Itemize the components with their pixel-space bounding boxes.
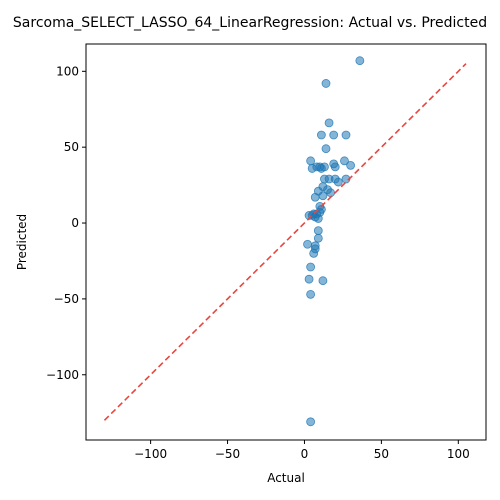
data-point-38	[314, 234, 322, 242]
y-tick-label: 0	[71, 216, 79, 230]
data-point-1	[322, 79, 330, 87]
data-point-37	[314, 227, 322, 235]
data-point-46	[307, 290, 315, 298]
data-point-10	[347, 161, 355, 169]
data-point-44	[305, 275, 313, 283]
x-axis: −100 −50 0 50 100	[134, 440, 470, 461]
x-tick-label: −100	[134, 447, 167, 461]
data-point-47	[307, 418, 315, 426]
data-point-14	[331, 163, 339, 171]
data-point-27	[311, 193, 319, 201]
x-tick-label: −50	[215, 447, 240, 461]
y-tick-label: −50	[54, 292, 79, 306]
data-point-15	[308, 164, 316, 172]
data-point-25	[327, 189, 335, 197]
data-point-21	[334, 178, 342, 186]
y-axis: −100 −50 0 50 100	[46, 64, 86, 381]
data-point-16	[317, 164, 325, 172]
reference-line	[104, 64, 466, 421]
data-point-36	[314, 214, 322, 222]
chart-title: Sarcoma_SELECT_LASSO_64_LinearRegression…	[13, 15, 487, 31]
data-point-3	[317, 131, 325, 139]
data-point-0	[356, 57, 364, 65]
x-tick-label: 50	[374, 447, 389, 461]
data-point-42	[310, 249, 318, 257]
y-axis-label: Predicted	[15, 214, 29, 270]
y-tick-label: 50	[64, 140, 79, 154]
data-point-7	[307, 157, 315, 165]
data-point-2	[325, 119, 333, 127]
data-point-39	[304, 240, 312, 248]
y-tick-label: 100	[56, 64, 79, 78]
data-point-4	[342, 131, 350, 139]
x-tick-label: 100	[447, 447, 470, 461]
data-point-6	[322, 145, 330, 153]
data-point-26	[319, 192, 327, 200]
data-point-43	[307, 263, 315, 271]
x-axis-label: Actual	[267, 471, 305, 485]
data-point-45	[319, 277, 327, 285]
data-point-5	[330, 131, 338, 139]
x-tick-label: 0	[301, 447, 309, 461]
y-tick-label: −100	[46, 368, 79, 382]
plot-area	[104, 57, 466, 426]
